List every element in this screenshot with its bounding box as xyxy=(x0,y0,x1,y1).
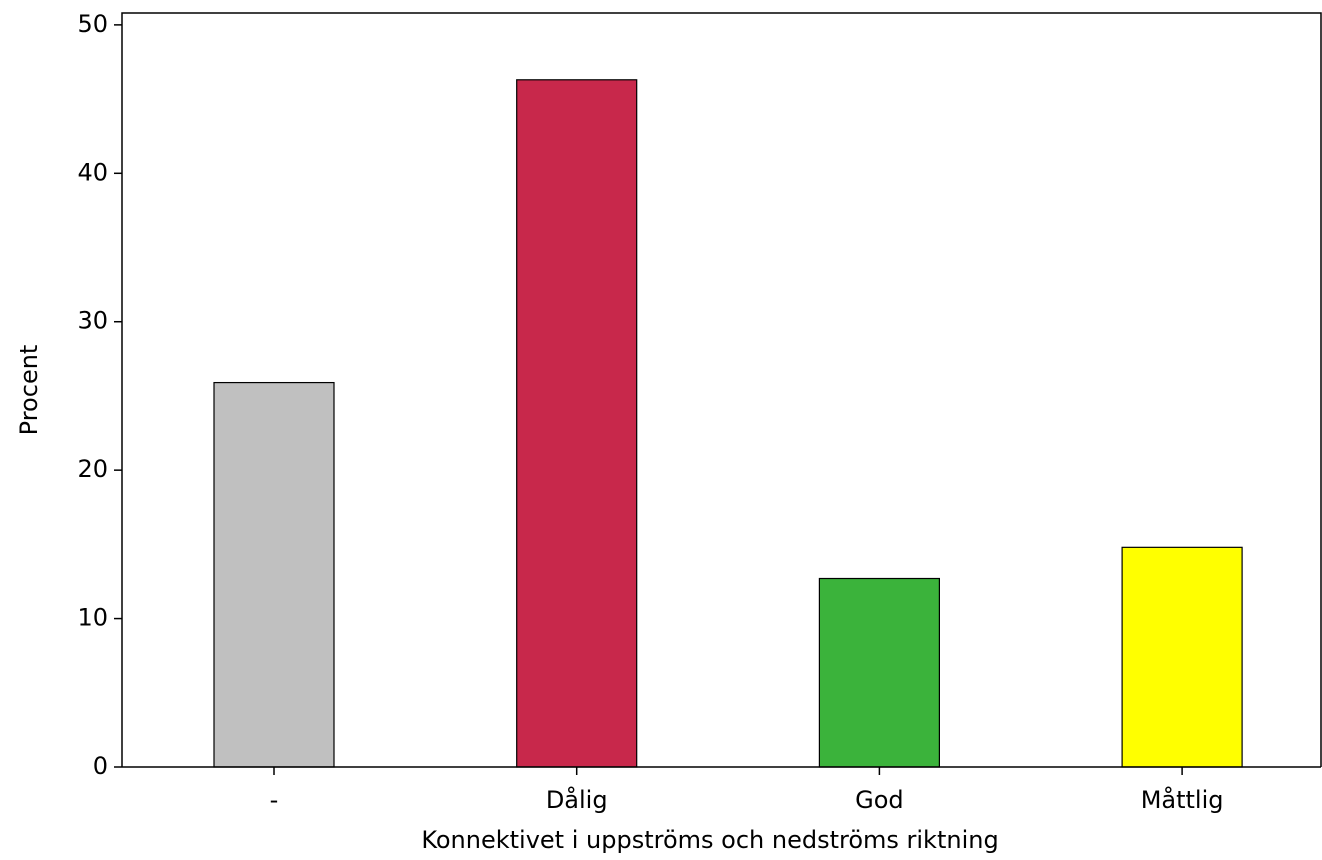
x-axis-label: Konnektivet i uppströms och nedströms ri… xyxy=(421,826,998,854)
x-tick-label: - xyxy=(270,786,279,814)
plot-frame xyxy=(121,12,1322,767)
x-tick-label: Dålig xyxy=(546,785,608,814)
y-tick-label: 40 xyxy=(77,158,108,186)
y-tick-label: 20 xyxy=(77,455,108,483)
y-tick-label: 50 xyxy=(77,10,108,38)
bar xyxy=(516,79,638,768)
bar xyxy=(818,577,941,768)
y-axis-label: Procent xyxy=(15,345,43,436)
x-tick-label: God xyxy=(855,786,904,814)
bar xyxy=(1121,546,1243,768)
y-tick-label: 10 xyxy=(77,604,108,632)
bar xyxy=(213,381,335,768)
x-tick-label: Måttlig xyxy=(1141,785,1224,814)
y-tick-label: 30 xyxy=(77,307,108,335)
y-tick-label: 0 xyxy=(93,752,108,780)
